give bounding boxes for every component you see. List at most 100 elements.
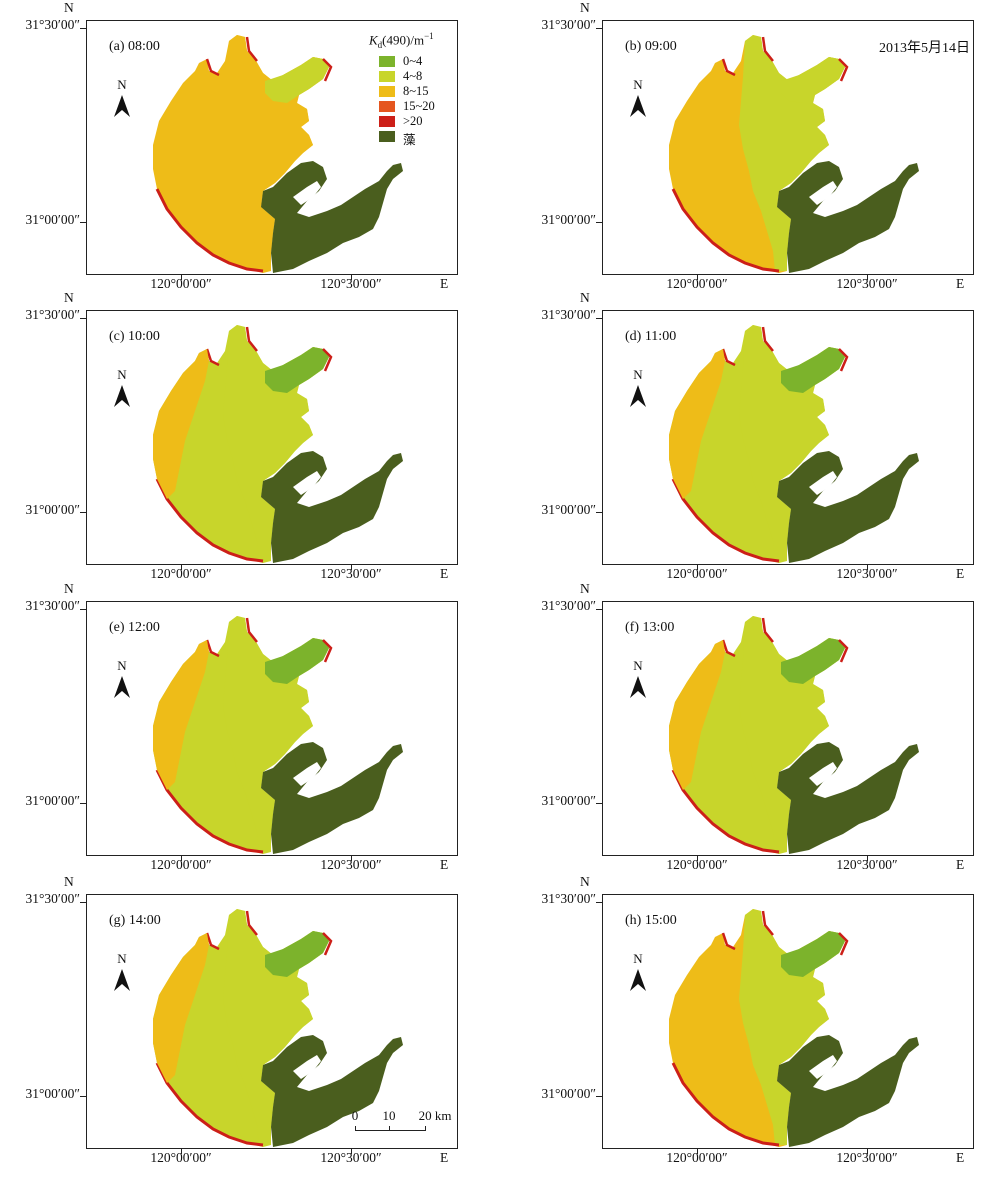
shoreline-edge: [671, 1062, 780, 1147]
algae-area: [261, 451, 403, 563]
algae-area: [777, 451, 919, 563]
western-shore-strip: [669, 349, 725, 499]
legend-label: 8~15: [403, 83, 429, 98]
north-arrow-icon: [114, 95, 130, 117]
lon-tick-right: [867, 564, 868, 570]
northeast-bay-zone: [781, 347, 845, 393]
lake-body: [669, 616, 849, 854]
north-arrow: N: [112, 951, 132, 997]
lat-tick-bottom: [596, 512, 603, 513]
legend-swatch: [379, 55, 395, 67]
shoreline-edge: [155, 478, 264, 563]
lake-body: [153, 35, 333, 273]
eastern-zone: [739, 909, 845, 1145]
east-axis-label: E: [440, 1150, 449, 1165]
longitude-left-label: 120°00′00″: [150, 857, 212, 872]
map-panel-b: N 31°30′00″ 31°00′00″ (b) 09:00: [516, 0, 993, 292]
north-arrow-icon: [114, 385, 130, 407]
lon-tick-right: [351, 855, 352, 861]
lat-tick-bottom: [596, 222, 603, 223]
latitude-top-label: 31°30′00″: [541, 891, 596, 906]
legend-title-subscript: d: [377, 39, 383, 50]
map-frame: (e) 12:00 N: [86, 601, 458, 856]
east-axis-label: E: [440, 276, 449, 291]
north-axis-label: N: [64, 0, 74, 15]
shoreline-edge: [155, 188, 264, 273]
scale-bar-line: [355, 1130, 425, 1131]
east-axis-label: E: [956, 276, 965, 291]
north-axis-label: N: [64, 290, 74, 305]
legend-swatch: [379, 85, 395, 97]
north-axis-label: N: [64, 581, 74, 596]
north-arrow-icon: [630, 676, 646, 698]
lat-tick-top: [80, 902, 87, 903]
map-panel-a: N 31°30′00″ 31°00′00″ (a) 08:00: [0, 0, 480, 292]
east-axis-label: E: [956, 1150, 965, 1165]
north-arrow-label: N: [633, 77, 643, 92]
lake-map: [153, 35, 403, 273]
north-arrow-label: N: [633, 367, 643, 382]
algae-inlet: [293, 181, 321, 205]
lake-map: [153, 325, 403, 563]
longitude-left-label: 120°00′00″: [666, 1150, 728, 1165]
map-frame: (a) 08:00 N Kd(490)/m−1 0~4 4~8 8~15 15~20 >2…: [86, 20, 458, 275]
longitude-right-label: 120°30′00″: [836, 1150, 898, 1165]
algae-inlet: [809, 181, 837, 205]
lon-tick-left: [181, 855, 182, 861]
shoreline-edge: [671, 478, 780, 563]
north-arrow-icon: [630, 95, 646, 117]
latitude-bottom-label: 31°00′00″: [541, 212, 596, 227]
algae-area: [777, 1035, 919, 1147]
north-arrow: N: [628, 658, 648, 704]
lat-tick-bottom: [80, 512, 87, 513]
algae-inlet: [809, 471, 837, 495]
legend-label: 15~20: [403, 98, 435, 113]
legend-label: 藻: [403, 132, 416, 147]
north-arrow-icon: [630, 385, 646, 407]
lake-map: [669, 35, 919, 273]
scale-bar-label: 20 km: [418, 1108, 452, 1123]
legend-title: Kd(490)/m−1: [369, 31, 457, 50]
legend-item: 4~8: [379, 69, 457, 84]
east-axis-label: E: [440, 566, 449, 581]
lon-tick-left: [181, 564, 182, 570]
longitude-left-label: 120°00′00″: [666, 566, 728, 581]
western-shore-strip: [153, 933, 209, 1083]
lat-tick-top: [596, 902, 603, 903]
latitude-top-label: 31°30′00″: [25, 307, 80, 322]
map-panel-c: N 31°30′00″ 31°00′00″ (c) 10:00: [0, 290, 480, 582]
north-shore-edge: [205, 617, 333, 663]
north-shore-edge: [721, 36, 849, 82]
north-arrow-icon: [114, 969, 130, 991]
lake-map: [669, 909, 919, 1147]
scale-bar-label: 10: [382, 1108, 396, 1123]
lon-tick-right: [867, 855, 868, 861]
legend-item: 8~15: [379, 84, 457, 99]
panel-time-label: (b) 09:00: [625, 39, 677, 54]
longitude-right-label: 120°30′00″: [320, 857, 382, 872]
shoreline-edge: [155, 1062, 264, 1147]
legend-item: 15~20: [379, 99, 457, 114]
legend-label: 0~4: [403, 53, 423, 68]
latitude-bottom-label: 31°00′00″: [25, 212, 80, 227]
north-axis-label: N: [580, 290, 590, 305]
latitude-top-label: 31°30′00″: [25, 891, 80, 906]
western-shore-strip: [669, 640, 725, 790]
lat-tick-bottom: [596, 1096, 603, 1097]
lon-tick-left: [181, 274, 182, 280]
north-arrow-icon: [114, 676, 130, 698]
northeast-bay-zone: [265, 347, 329, 393]
lake-body: [153, 909, 333, 1147]
legend-item: 0~4: [379, 54, 457, 69]
legend-title-superscript: −1: [424, 31, 434, 41]
lat-tick-top: [596, 609, 603, 610]
eastern-zone: [739, 325, 845, 561]
north-arrow-label: N: [633, 951, 643, 966]
northeast-bay-zone: [265, 638, 329, 684]
lake-body: [669, 909, 849, 1147]
longitude-right-label: 120°30′00″: [320, 276, 382, 291]
north-shore-edge: [721, 617, 849, 663]
north-shore-edge: [721, 910, 849, 956]
lat-tick-top: [80, 28, 87, 29]
lake-map: [669, 616, 919, 854]
